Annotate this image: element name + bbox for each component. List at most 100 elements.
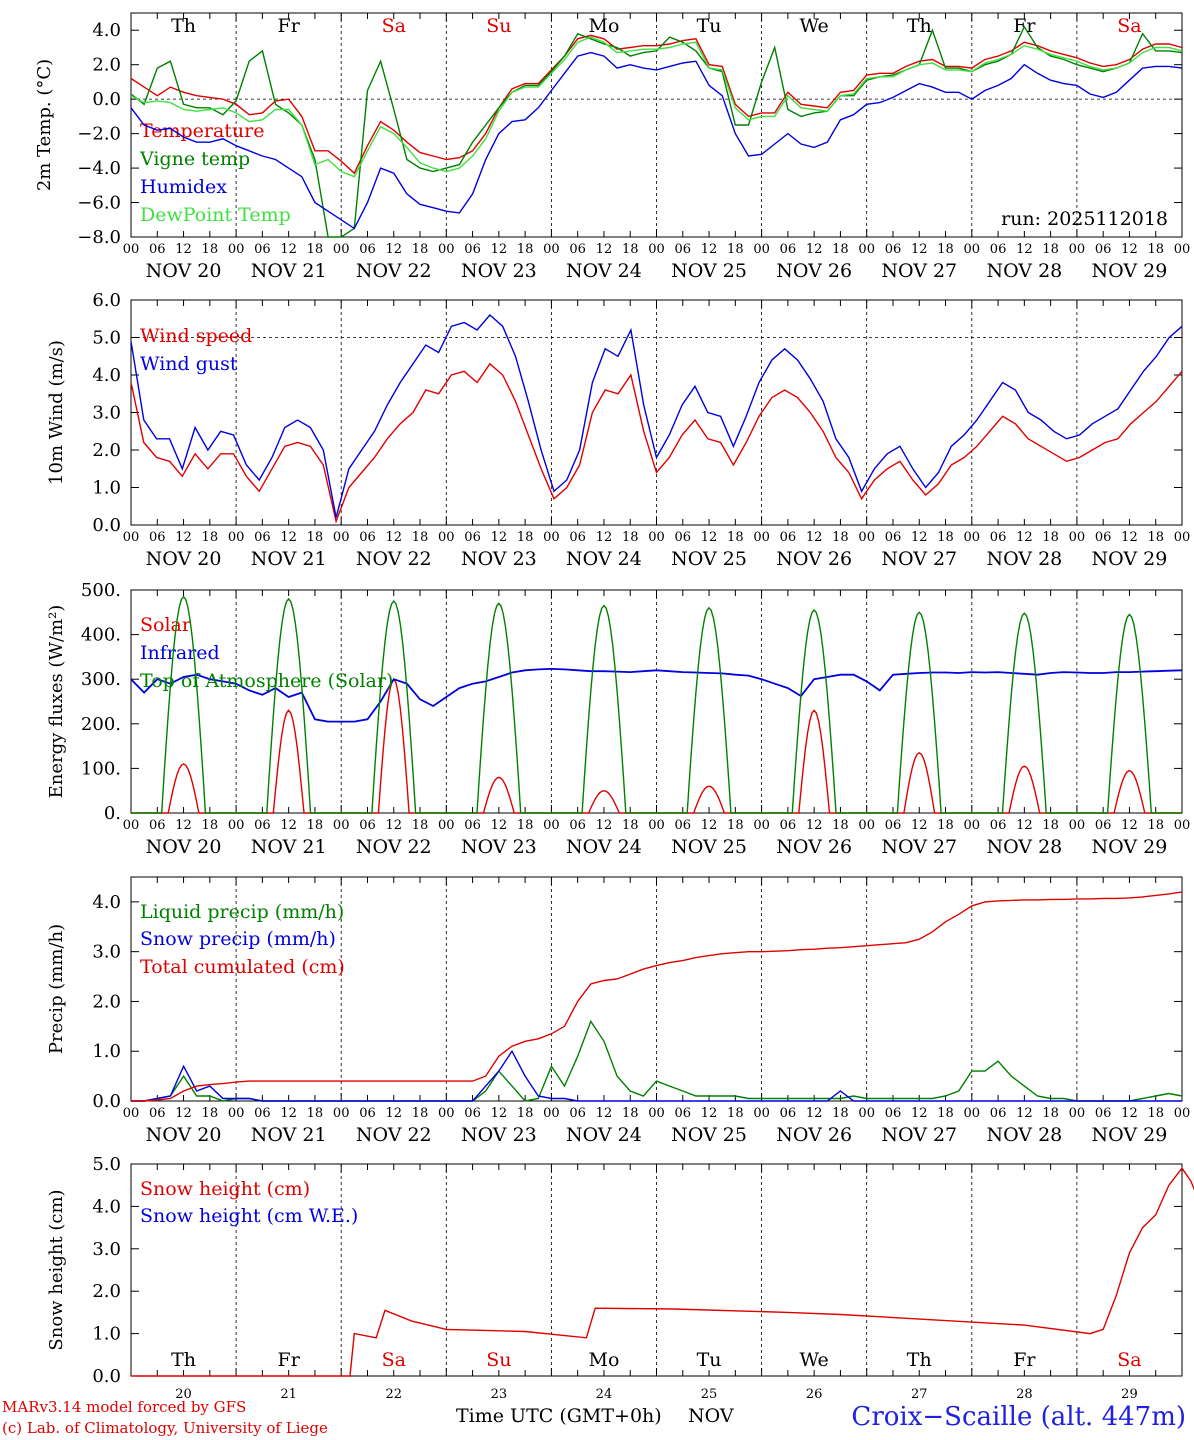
hour-tick-label: 06	[1095, 530, 1112, 545]
date-label: NOV 28	[986, 260, 1062, 282]
hour-tick-label: 18	[832, 1106, 849, 1121]
hour-tick-label: 18	[517, 530, 534, 545]
hour-tick-label: 18	[1147, 818, 1164, 833]
hour-tick-label: 06	[149, 242, 166, 257]
y-axis-title: 2m Temp. (°C)	[34, 59, 55, 191]
hour-tick-label: 06	[675, 818, 692, 833]
y-tick-label: 5.0	[92, 328, 121, 349]
weekday-label: Fr	[278, 1349, 301, 1371]
hour-tick-label: 00	[1069, 1106, 1086, 1121]
date-label: NOV 29	[1092, 1124, 1168, 1146]
y-tick-label: 4.0	[92, 20, 121, 41]
y-tick-label: 3.0	[92, 403, 121, 424]
hour-tick-label: 00	[123, 818, 140, 833]
y-tick-label: 3.0	[92, 942, 121, 963]
hour-tick-label: 12	[1121, 530, 1138, 545]
hour-tick-label: 18	[937, 1106, 954, 1121]
hour-tick-label: 00	[228, 1106, 245, 1121]
hour-tick-label: 06	[675, 242, 692, 257]
month-label: NOV	[688, 1405, 734, 1427]
hour-tick-label: 18	[412, 818, 429, 833]
weekday-label: Fr	[278, 15, 301, 37]
y-tick-label: 4.0	[92, 365, 121, 386]
y-tick-label: −2.0	[77, 124, 121, 145]
date-label: NOV 26	[776, 836, 852, 858]
y-tick-label: 6.0	[92, 290, 121, 311]
date-label: NOV 26	[776, 1124, 852, 1146]
hour-tick-label: 06	[885, 1106, 902, 1121]
hour-tick-label: 06	[254, 818, 271, 833]
hour-tick-label: 12	[1016, 818, 1033, 833]
day-number-label: 29	[1121, 1387, 1138, 1402]
series-line-wind-speed	[130, 362, 1183, 524]
hour-tick-label: 18	[1147, 242, 1164, 257]
date-label: NOV 28	[986, 1124, 1062, 1146]
hour-tick-label: 18	[202, 1106, 219, 1121]
hour-tick-label: 00	[858, 818, 875, 833]
hour-tick-label: 12	[491, 242, 508, 257]
series-line-top-of-atmosphere-solar-	[131, 595, 1182, 814]
y-tick-label: −6.0	[77, 193, 121, 214]
date-label: NOV 29	[1092, 836, 1168, 858]
plot-frame-3	[130, 589, 1183, 814]
hour-tick-label: 12	[596, 530, 613, 545]
hour-tick-label: 06	[1095, 818, 1112, 833]
y-tick-label: 3.0	[92, 1239, 121, 1260]
weekday-label: Th	[907, 1349, 932, 1371]
hour-tick-label: 00	[123, 1106, 140, 1121]
hour-tick-label: 06	[569, 1106, 586, 1121]
hour-tick-label: 18	[622, 1106, 639, 1121]
hour-tick-label: 12	[806, 818, 823, 833]
hour-tick-label: 06	[990, 242, 1007, 257]
hour-tick-label: 12	[175, 242, 192, 257]
station-name: Croix−Scaille (alt. 447m)	[851, 1402, 1186, 1432]
hour-tick-label: 00	[964, 1106, 981, 1121]
y-tick-label: 500.	[81, 580, 121, 601]
hour-tick-label: 18	[832, 530, 849, 545]
legend-entry: Humidex	[140, 176, 227, 198]
weekday-label: Th	[171, 15, 196, 37]
y-axis-title: 10m Wind (m/s)	[46, 340, 67, 485]
date-label: NOV 20	[146, 1124, 222, 1146]
hour-tick-label: 06	[885, 242, 902, 257]
date-label: NOV 23	[461, 1124, 537, 1146]
weekday-label: Mo	[588, 1349, 619, 1371]
hour-tick-label: 12	[1016, 530, 1033, 545]
hour-tick-label: 00	[543, 818, 560, 833]
hour-tick-label: 18	[307, 530, 324, 545]
hour-tick-label: 06	[569, 242, 586, 257]
series-line-snow-precip-mm-h-	[131, 1049, 1182, 1102]
weekday-label: Fr	[1013, 1349, 1036, 1371]
y-tick-label: 2.0	[92, 440, 121, 461]
y-tick-label: 0.0	[92, 89, 121, 110]
date-label: NOV 29	[1092, 260, 1168, 282]
date-label: NOV 21	[251, 836, 327, 858]
hour-tick-label: 18	[1147, 530, 1164, 545]
hour-tick-label: 18	[202, 242, 219, 257]
hour-tick-label: 12	[280, 818, 297, 833]
hour-tick-label: 12	[385, 530, 402, 545]
date-label: NOV 25	[671, 836, 747, 858]
y-tick-label: 0.0	[92, 515, 121, 536]
hour-tick-label: 18	[307, 242, 324, 257]
date-label: NOV 25	[671, 548, 747, 570]
hour-tick-label: 12	[491, 818, 508, 833]
hour-tick-label: 00	[438, 1106, 455, 1121]
date-label: NOV 22	[356, 548, 432, 570]
hour-tick-label: 06	[885, 530, 902, 545]
hour-tick-label: 06	[675, 1106, 692, 1121]
hour-tick-label: 00	[228, 818, 245, 833]
y-tick-label: 0.0	[92, 1091, 121, 1112]
date-label: NOV 26	[776, 260, 852, 282]
y-tick-label: 2.0	[92, 1281, 121, 1302]
legend-entry: Snow height (cm)	[140, 1178, 310, 1200]
hour-tick-label: 00	[648, 530, 665, 545]
hour-tick-label: 12	[280, 530, 297, 545]
day-number-label: 24	[596, 1387, 613, 1402]
hour-tick-label: 18	[832, 242, 849, 257]
hour-tick-label: 12	[385, 818, 402, 833]
hour-tick-label: 00	[1174, 242, 1191, 257]
run-annotation: run: 2025112018	[1001, 208, 1168, 230]
legend-entry: Top of Atmosphere (Solar)	[140, 670, 393, 692]
